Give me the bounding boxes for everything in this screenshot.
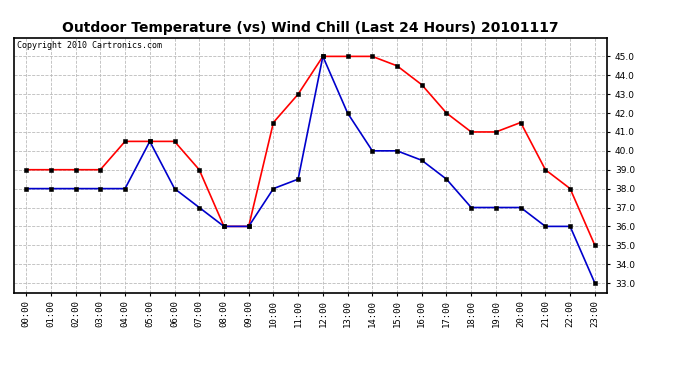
Title: Outdoor Temperature (vs) Wind Chill (Last 24 Hours) 20101117: Outdoor Temperature (vs) Wind Chill (Las… <box>62 21 559 35</box>
Text: Copyright 2010 Cartronics.com: Copyright 2010 Cartronics.com <box>17 41 161 50</box>
